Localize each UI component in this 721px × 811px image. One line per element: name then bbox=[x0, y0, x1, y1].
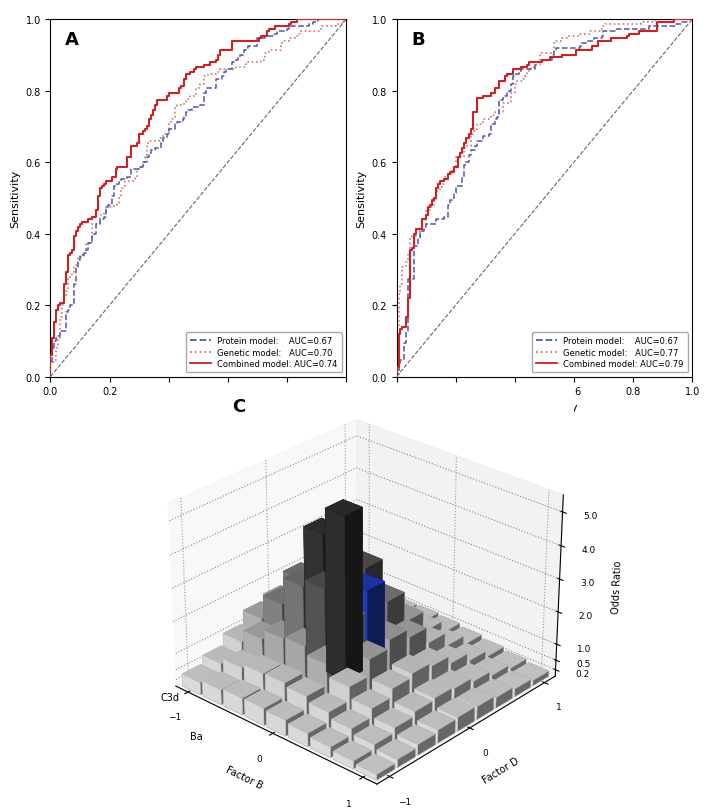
X-axis label: 1-Specificity: 1-Specificity bbox=[510, 402, 579, 412]
Legend: Protein model:    AUC=0.67, Genetic model:   AUC=0.77, Combined model: AUC=0.79: Protein model: AUC=0.67, Genetic model: … bbox=[532, 333, 688, 373]
X-axis label: 1-Specificity: 1-Specificity bbox=[164, 402, 233, 412]
Y-axis label: Factor D: Factor D bbox=[482, 755, 521, 784]
Y-axis label: Sensitivity: Sensitivity bbox=[10, 169, 19, 228]
Text: C3d: C3d bbox=[160, 693, 179, 702]
X-axis label: Factor B: Factor B bbox=[224, 764, 264, 790]
Text: B: B bbox=[411, 31, 425, 49]
Legend: Protein model:    AUC=0.67, Genetic model:   AUC=0.70, Combined model: AUC=0.74: Protein model: AUC=0.67, Genetic model: … bbox=[186, 333, 342, 373]
Text: C: C bbox=[233, 398, 246, 416]
Text: Ba: Ba bbox=[190, 731, 203, 740]
Text: A: A bbox=[66, 31, 79, 49]
Y-axis label: Sensitivity: Sensitivity bbox=[356, 169, 366, 228]
